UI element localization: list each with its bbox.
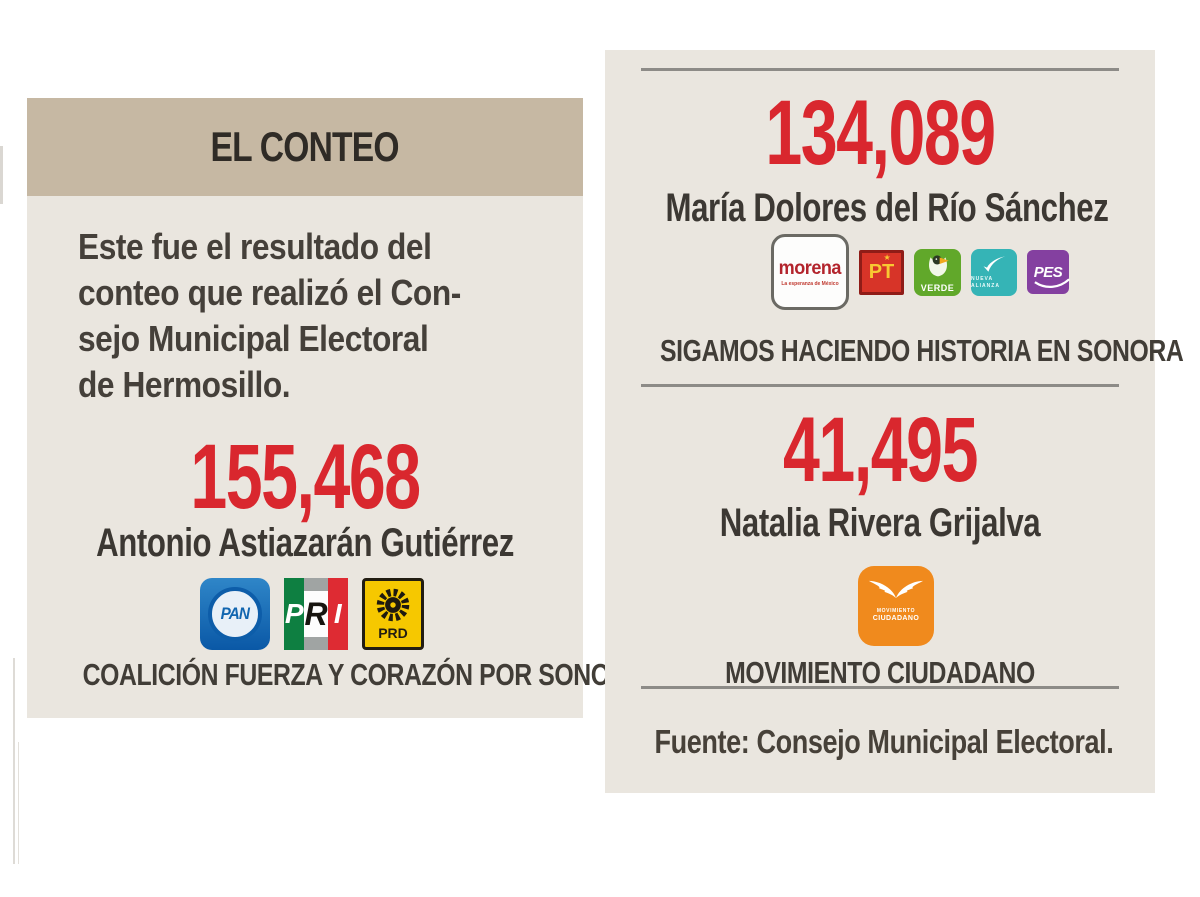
morena-label: morena xyxy=(778,257,842,279)
coalition-name-2: SIGAMOS HACIENDO HISTORIA EN SONORA xyxy=(660,333,1184,368)
divider-top xyxy=(641,68,1119,71)
candidate-name-delrio: María Dolores del Río Sánchez xyxy=(665,186,1109,230)
pri-letter-r: R xyxy=(304,596,328,632)
coalition-logo-row-2: morena La esperanza de México ★ PT VERDE xyxy=(685,233,1155,311)
scan-artifact-line xyxy=(18,742,19,864)
party-name-mc: MOVIMIENTO CIUDADANO xyxy=(725,655,1035,690)
nueva-alianza-label: NUEVA ALIANZA xyxy=(971,276,1000,289)
coalition-logo-row: PAN P R I xyxy=(41,577,583,651)
pt-logo-icon: ★ PT xyxy=(859,249,904,295)
scan-artifact-line xyxy=(0,146,3,204)
vote-count-delrio: 134,089 xyxy=(765,82,996,184)
pri-gray-top xyxy=(304,578,328,591)
divider-bottom xyxy=(641,686,1119,689)
pvem-toucan-icon xyxy=(928,254,949,276)
pes-label: PES xyxy=(1033,263,1063,281)
pan-circle: PAN xyxy=(208,587,262,641)
left-panel: EL CONTEO Este fue el resultado del cont… xyxy=(27,98,645,718)
pri-white-stripe: R xyxy=(304,578,328,650)
intro-line: Este fue el resultado del xyxy=(78,226,432,267)
intro-line: conteo que realizó el Con- xyxy=(78,272,461,313)
mc-label-line1: MOVIMIENTO xyxy=(876,608,916,614)
divider-middle xyxy=(641,384,1119,387)
candidate-name-astiazaran: Antonio Astiazarán Gutiérrez xyxy=(96,521,514,565)
mc-eagle-icon xyxy=(868,580,924,599)
scan-artifact-line xyxy=(13,658,15,864)
pan-label: PAN xyxy=(220,604,250,623)
pri-letter-i: I xyxy=(333,598,342,629)
morena-logo-icon: morena La esperanza de México xyxy=(771,234,849,310)
intro-line: sejo Municipal Electoral xyxy=(78,318,429,359)
prd-logo-icon: PRD xyxy=(362,578,424,650)
pri-logo-icon: P R I xyxy=(284,578,349,650)
intro-paragraph: Este fue el resultado del conteo que rea… xyxy=(78,224,513,408)
panel-title: EL CONTEO xyxy=(210,123,400,170)
source-note: Fuente: Consejo Municipal Electoral. xyxy=(654,723,1114,760)
candidate-name-rivera: Natalia Rivera Grijalva xyxy=(719,501,1041,545)
prd-label: PRD xyxy=(378,625,408,641)
vote-count-astiazaran: 155,468 xyxy=(190,426,421,528)
pri-green-stripe: P xyxy=(284,578,305,650)
pvem-label: VERDE xyxy=(920,282,955,293)
pri-red-stripe: I xyxy=(327,578,349,650)
morena-tagline: La esperanza de México xyxy=(781,280,839,287)
vote-count-rivera: 41,495 xyxy=(783,399,978,501)
prd-sun-icon xyxy=(376,588,410,622)
movimiento-ciudadano-logo-icon: MOVIMIENTO CIUDADANO xyxy=(858,566,934,646)
pes-logo-icon: PES xyxy=(1027,250,1070,294)
pan-logo-icon: PAN xyxy=(200,578,270,650)
pvem-logo-icon: VERDE xyxy=(914,248,961,296)
right-panel: 134,089 María Dolores del Río Sánchez mo… xyxy=(605,50,1184,793)
pt-star-icon: ★ xyxy=(883,252,891,262)
nueva-alianza-logo-icon: NUEVA ALIANZA xyxy=(971,248,1017,296)
intro-line: de Hermosillo. xyxy=(78,364,291,405)
pes-swoosh-icon xyxy=(1034,278,1070,288)
mc-label-line2: CIUDADANO xyxy=(872,615,920,622)
pri-gray-bottom xyxy=(304,637,328,650)
nueva-alianza-check-icon xyxy=(983,256,1006,272)
coalition-name: COALICIÓN FUERZA Y CORAZÓN POR SONORA xyxy=(82,657,645,692)
pri-letter-p: P xyxy=(284,598,304,629)
panel-title-band: EL CONTEO xyxy=(27,98,583,196)
pt-label: PT xyxy=(868,260,895,283)
